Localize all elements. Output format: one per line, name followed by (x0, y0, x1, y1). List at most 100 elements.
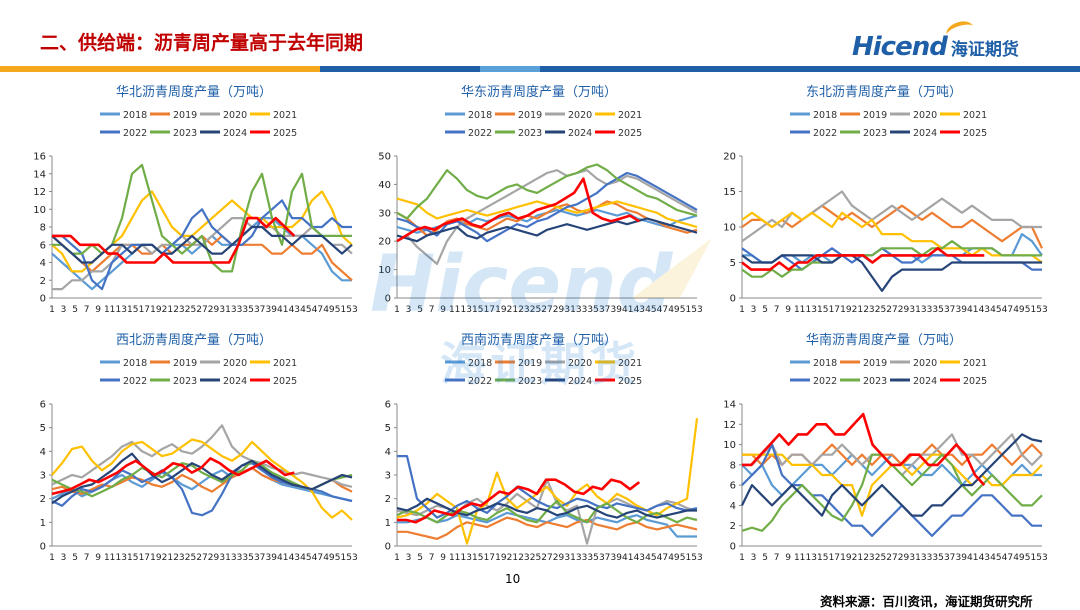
x-tick-label: 11 (794, 305, 805, 315)
x-tick-label: 49 (1013, 553, 1025, 563)
x-tick-label: 33 (231, 305, 242, 315)
x-tick-label: 29 (898, 553, 910, 563)
x-tick-label: 41 (622, 553, 633, 563)
source-note: 资料来源：百川资讯，海证期货研究所 (820, 594, 1033, 609)
x-tick-label: 5 (72, 553, 78, 563)
x-tick-label: 11 (104, 305, 115, 315)
x-tick-label: 13 (461, 305, 472, 315)
legend-label-2020: 2020 (568, 358, 592, 369)
y-tick-label: 0 (730, 542, 736, 553)
series-line-2024 (741, 254, 1042, 292)
x-tick-label: 15 (817, 305, 828, 315)
y-tick-label: 0 (40, 542, 46, 553)
series-line-2019 (741, 204, 1043, 249)
x-tick-label: 49 (323, 553, 335, 563)
x-tick-label: 29 (898, 305, 910, 315)
legend-label-2018: 2018 (123, 358, 147, 369)
x-tick-label: 45 (645, 553, 656, 563)
legend-label-2018: 2018 (813, 110, 837, 121)
x-tick-label: 51 (1025, 305, 1036, 315)
x-tick-label: 3 (406, 553, 412, 563)
x-tick-label: 43 (979, 553, 990, 563)
legend-label-2020: 2020 (913, 358, 937, 369)
x-tick-label: 29 (208, 305, 220, 315)
legend-label-2021: 2021 (618, 358, 642, 369)
y-tick-label: 15 (723, 187, 736, 198)
x-tick-label: 51 (335, 553, 346, 563)
x-tick-label: 19 (150, 553, 162, 563)
x-tick-label: 27 (886, 553, 897, 563)
series-line-2021 (396, 197, 698, 229)
legend-label-2020: 2020 (223, 358, 247, 369)
legend-label-2018: 2018 (468, 110, 492, 121)
y-tick-label: 50 (378, 152, 391, 163)
legend-label-2023: 2023 (173, 376, 197, 387)
legend-label-2022: 2022 (468, 376, 492, 387)
chart-east-china: 华东沥青周度产量（万吨） 2018 2019 2020 2021 2022 2023 2024… (367, 82, 712, 322)
series-line-2022 (52, 199, 352, 291)
y-tick-label: 6 (40, 400, 46, 411)
legend-label-2020: 2020 (913, 110, 937, 121)
x-tick-label: 29 (553, 305, 565, 315)
x-tick-label: 47 (312, 553, 323, 563)
chart-title: 东北沥青周度产量（万吨） (806, 84, 962, 100)
legend-label-2018: 2018 (123, 110, 147, 121)
header-band-4 (480, 66, 540, 72)
x-tick-label: 35 (932, 553, 943, 563)
x-tick-label: 9 (95, 305, 101, 315)
x-tick-label: 3 (751, 553, 757, 563)
series-line-2023 (52, 163, 352, 273)
y-tick-label: 5 (730, 258, 736, 269)
legend-label-2019: 2019 (863, 110, 887, 121)
x-tick-label: 15 (472, 305, 483, 315)
x-tick-label: 39 (956, 553, 968, 563)
logo-text-cn: 海证期货 (950, 39, 1019, 60)
x-tick-label: 5 (762, 305, 768, 315)
x-tick-label: 17 (484, 553, 495, 563)
legend-label-2025: 2025 (273, 128, 297, 139)
x-tick-label: 15 (127, 553, 138, 563)
y-tick-label: 10 (723, 440, 736, 451)
legend-label-2022: 2022 (813, 128, 837, 139)
legend-label-2024: 2024 (223, 128, 247, 139)
y-tick-label: 6 (40, 240, 46, 251)
x-tick-label: 27 (196, 553, 207, 563)
legend-label-2025: 2025 (963, 376, 987, 387)
x-tick-label: 47 (657, 305, 668, 315)
x-tick-label: 35 (587, 553, 598, 563)
header-band-2 (215, 66, 320, 72)
x-tick-label: 31 (909, 553, 920, 563)
x-tick-label: 13 (461, 553, 472, 563)
x-tick-label: 39 (611, 553, 623, 563)
x-tick-label: 21 (852, 305, 863, 315)
x-tick-label: 19 (840, 305, 852, 315)
y-tick-label: 4 (385, 447, 391, 458)
series-line-2021 (51, 438, 353, 521)
x-tick-label: 47 (1002, 553, 1013, 563)
chart-northeast: 东北沥青周度产量（万吨） 2018 2019 2020 2021 2022 2023 2024… (712, 82, 1057, 322)
x-tick-label: 47 (312, 305, 323, 315)
y-tick-label: 5 (40, 423, 46, 434)
series-line-2023 (396, 163, 698, 220)
legend-label-2024: 2024 (913, 128, 937, 139)
x-tick-label: 19 (495, 305, 507, 315)
y-tick-label: 4 (730, 501, 736, 512)
header-band-1 (0, 66, 215, 72)
x-tick-label: 31 (219, 553, 230, 563)
x-tick-label: 19 (840, 553, 852, 563)
x-tick-label: 1 (739, 305, 745, 315)
series-line-2025 (51, 457, 295, 496)
x-tick-label: 9 (440, 305, 446, 315)
x-tick-label: 23 (173, 305, 184, 315)
series-line-2024 (396, 497, 697, 519)
x-tick-label: 39 (266, 305, 278, 315)
x-tick-label: 7 (429, 305, 435, 315)
legend-label-2024: 2024 (223, 376, 247, 387)
header-band-3 (320, 66, 480, 72)
y-tick-label: 6 (385, 400, 391, 411)
x-tick-label: 15 (127, 305, 138, 315)
x-tick-label: 37 (944, 305, 955, 315)
x-tick-label: 1 (394, 305, 400, 315)
x-tick-label: 41 (967, 553, 978, 563)
